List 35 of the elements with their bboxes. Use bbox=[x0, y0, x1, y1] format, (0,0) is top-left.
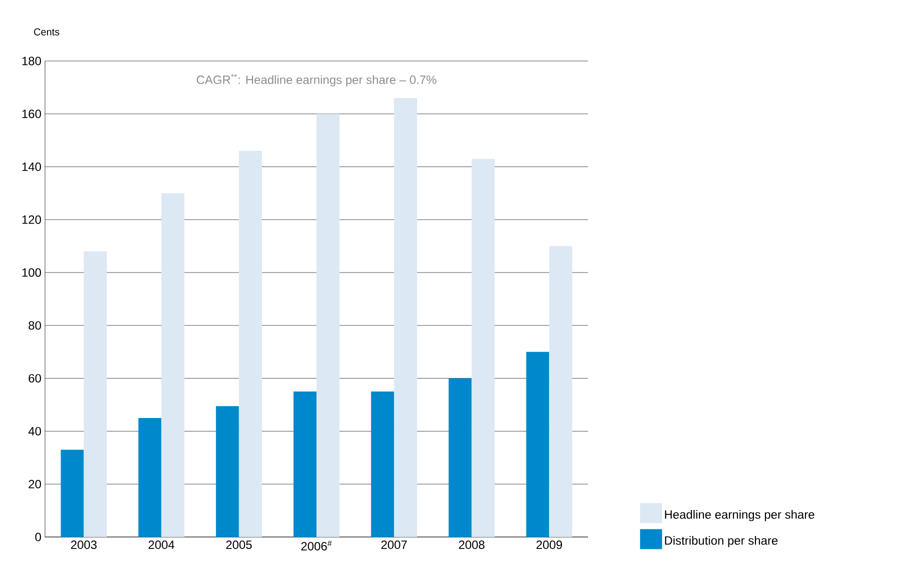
x-tick-label: 2005 bbox=[226, 540, 252, 550]
x-tick-label: 2003 bbox=[71, 540, 97, 550]
legend-label: Distribution per share bbox=[665, 536, 778, 548]
x-tick-label: 2009 bbox=[536, 540, 562, 550]
bar bbox=[216, 406, 239, 537]
y-tick-label: 120 bbox=[22, 215, 42, 224]
bar bbox=[161, 193, 184, 537]
bar bbox=[526, 352, 550, 537]
bar bbox=[294, 392, 317, 537]
bar bbox=[138, 418, 162, 537]
x-tick-label: 2007 bbox=[381, 540, 407, 550]
y-tick-label: 160 bbox=[22, 110, 42, 118]
x-tick-label: 2008 bbox=[458, 540, 484, 550]
bar bbox=[549, 246, 572, 537]
bar bbox=[316, 114, 340, 537]
y-tick-label: 20 bbox=[28, 480, 42, 488]
annotation: CAGR$^{**}$: Headline earnings per share – 0.7% bbox=[196, 74, 436, 86]
y-tick-label: 180 bbox=[22, 56, 42, 66]
y-tick-label: 80 bbox=[28, 321, 42, 330]
bar bbox=[371, 392, 394, 537]
y-tick-label: 60 bbox=[28, 374, 42, 383]
bar bbox=[448, 378, 472, 537]
x-tick-label: 2004 bbox=[148, 540, 174, 550]
y-tick-label: 100 bbox=[22, 268, 42, 277]
bar bbox=[394, 98, 418, 537]
bar bbox=[238, 150, 262, 537]
y-axis-title: Cents bbox=[34, 28, 60, 36]
bar bbox=[60, 450, 84, 537]
y-tick-label: 140 bbox=[22, 162, 42, 172]
bar bbox=[472, 158, 495, 537]
bar bbox=[84, 251, 107, 537]
legend-label: Headline earnings per share bbox=[665, 510, 814, 522]
y-tick-label: 40 bbox=[28, 426, 42, 436]
x-tick-label: 2006$^{#}$ bbox=[301, 540, 332, 550]
y-tick-label: 0 bbox=[35, 532, 42, 542]
